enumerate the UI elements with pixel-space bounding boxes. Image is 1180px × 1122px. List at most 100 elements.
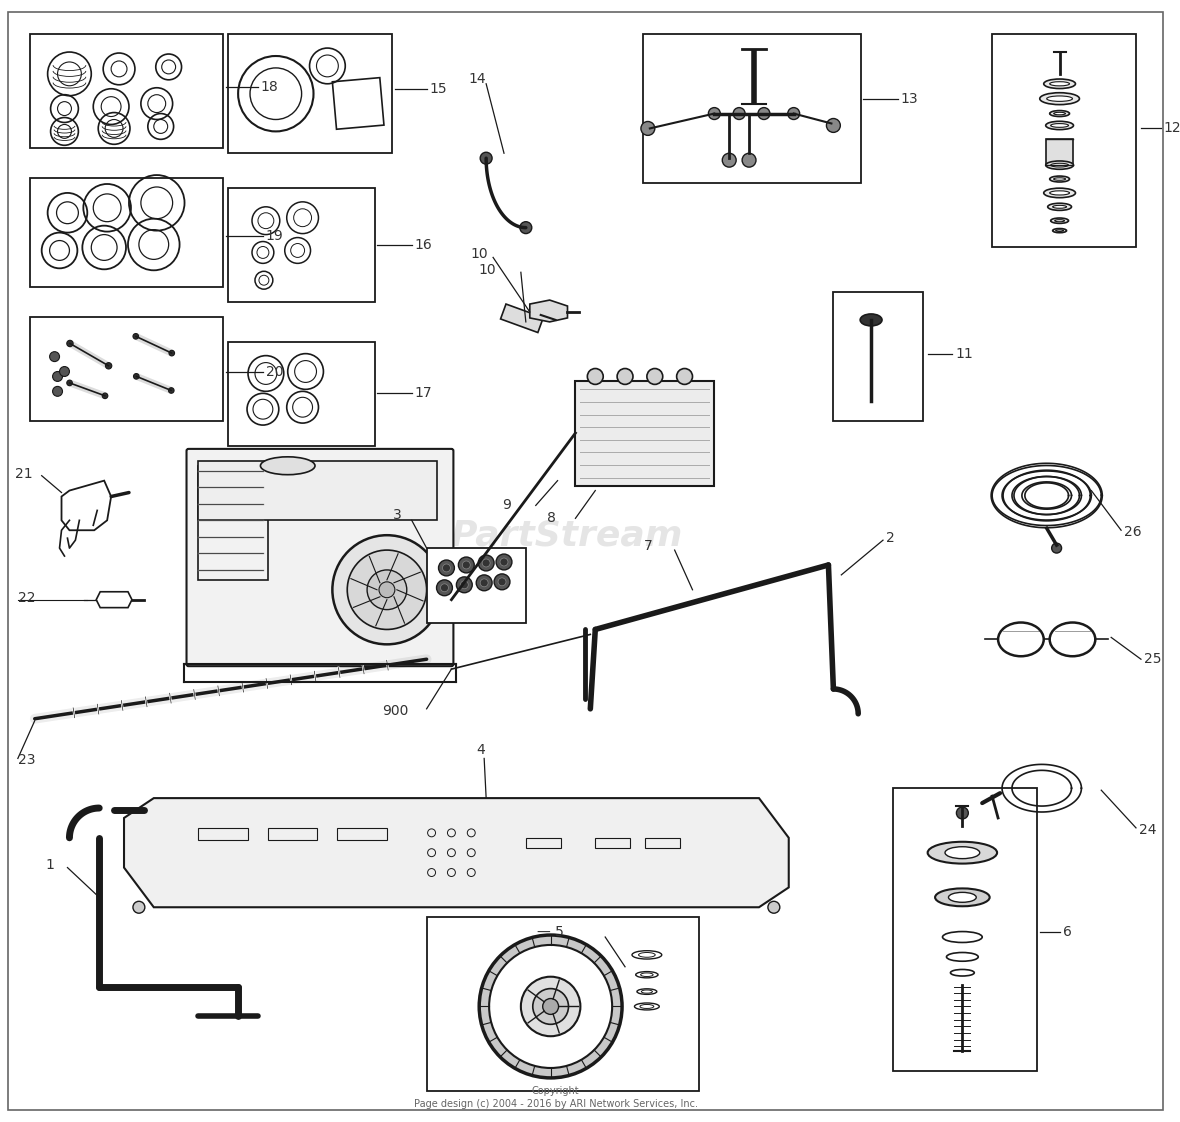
Circle shape — [617, 368, 632, 385]
Bar — [500, 304, 543, 332]
Ellipse shape — [1040, 93, 1080, 104]
Text: — 5: — 5 — [537, 925, 564, 939]
Circle shape — [722, 154, 736, 167]
Circle shape — [457, 577, 472, 592]
Circle shape — [53, 371, 63, 381]
Text: 11: 11 — [956, 347, 974, 360]
Ellipse shape — [1044, 188, 1075, 197]
Circle shape — [758, 108, 769, 120]
Ellipse shape — [261, 457, 315, 475]
Text: 24: 24 — [1139, 822, 1156, 837]
Bar — [30, 34, 223, 148]
Text: 16: 16 — [414, 238, 432, 251]
Text: 10: 10 — [478, 264, 496, 277]
Text: 13: 13 — [900, 92, 918, 105]
Circle shape — [676, 368, 693, 385]
Bar — [595, 838, 630, 848]
Text: 20: 20 — [266, 365, 283, 378]
Ellipse shape — [1050, 82, 1069, 86]
Circle shape — [533, 988, 569, 1024]
Circle shape — [440, 583, 448, 591]
Ellipse shape — [1048, 203, 1071, 211]
Circle shape — [543, 999, 558, 1014]
Circle shape — [439, 560, 454, 576]
Bar — [893, 788, 1037, 1072]
Circle shape — [59, 367, 70, 377]
Bar — [992, 34, 1136, 248]
Ellipse shape — [1044, 79, 1075, 89]
Bar — [333, 77, 384, 129]
Ellipse shape — [1045, 121, 1074, 130]
Circle shape — [437, 580, 452, 596]
Bar — [228, 342, 375, 445]
Circle shape — [480, 579, 489, 587]
Ellipse shape — [1050, 111, 1069, 117]
Ellipse shape — [935, 889, 990, 907]
Text: 14: 14 — [468, 72, 486, 85]
Text: 22: 22 — [18, 590, 35, 605]
Ellipse shape — [1047, 96, 1073, 101]
Circle shape — [347, 550, 427, 629]
Circle shape — [490, 945, 612, 1068]
Ellipse shape — [1050, 176, 1069, 182]
Polygon shape — [530, 300, 568, 322]
Circle shape — [520, 977, 581, 1037]
Text: Copyright: Copyright — [532, 1086, 579, 1096]
Bar — [1045, 139, 1074, 165]
Text: 900: 900 — [382, 703, 408, 718]
Text: 21: 21 — [15, 467, 33, 480]
Circle shape — [768, 901, 780, 913]
Bar — [228, 34, 392, 154]
Circle shape — [483, 559, 490, 567]
Ellipse shape — [1053, 205, 1067, 209]
Bar — [576, 381, 714, 486]
Text: 17: 17 — [414, 386, 432, 401]
Polygon shape — [124, 798, 788, 908]
Circle shape — [50, 351, 59, 361]
Bar — [268, 828, 317, 839]
Circle shape — [957, 807, 969, 819]
Circle shape — [480, 153, 492, 164]
Circle shape — [1051, 543, 1062, 553]
Ellipse shape — [949, 892, 976, 902]
Circle shape — [478, 555, 494, 571]
Text: 26: 26 — [1125, 525, 1142, 540]
Ellipse shape — [945, 847, 979, 858]
Circle shape — [479, 935, 622, 1078]
Circle shape — [647, 368, 663, 385]
Circle shape — [53, 386, 63, 396]
Text: 12: 12 — [1163, 121, 1180, 136]
Bar — [30, 316, 223, 421]
Ellipse shape — [1050, 123, 1069, 127]
Text: Page design (c) 2004 - 2016 by ARI Network Services, Inc.: Page design (c) 2004 - 2016 by ARI Netwo… — [414, 1098, 697, 1109]
Circle shape — [169, 350, 175, 356]
Ellipse shape — [1056, 230, 1063, 231]
Circle shape — [103, 393, 107, 398]
Circle shape — [500, 558, 507, 565]
Circle shape — [498, 578, 506, 586]
Text: 3: 3 — [393, 508, 402, 523]
Circle shape — [133, 333, 138, 339]
Bar — [198, 828, 248, 839]
Circle shape — [67, 380, 72, 386]
Bar — [30, 178, 223, 287]
Text: 23: 23 — [18, 753, 35, 767]
Bar — [228, 188, 375, 302]
Circle shape — [496, 554, 512, 570]
Text: 7: 7 — [644, 539, 653, 553]
Bar — [427, 549, 526, 623]
Circle shape — [788, 108, 800, 120]
FancyBboxPatch shape — [186, 449, 453, 666]
Circle shape — [169, 388, 173, 393]
Circle shape — [442, 564, 451, 572]
Ellipse shape — [1050, 164, 1069, 167]
Ellipse shape — [1054, 112, 1066, 114]
Ellipse shape — [1053, 229, 1067, 232]
Circle shape — [641, 121, 655, 136]
Text: 15: 15 — [430, 82, 447, 95]
Ellipse shape — [1050, 218, 1069, 223]
Circle shape — [379, 582, 395, 598]
Circle shape — [458, 557, 474, 573]
Circle shape — [733, 108, 745, 120]
Text: 6: 6 — [1062, 925, 1071, 939]
